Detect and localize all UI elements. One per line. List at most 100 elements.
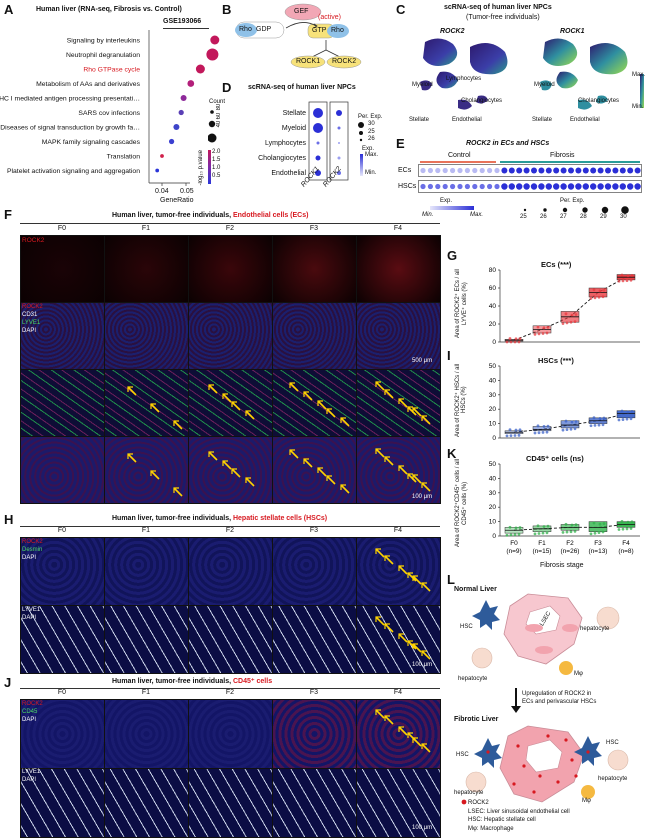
a-xtick-1: 0.04: [155, 188, 169, 195]
micrograph-tile: [356, 369, 441, 437]
arrow-overlay: [127, 386, 183, 430]
chart-point: [620, 520, 624, 523]
e-dot: [435, 183, 441, 190]
e-dot: [560, 167, 567, 174]
arrow-icon: [375, 709, 385, 719]
e-dot: [627, 167, 634, 174]
arrow-head-icon: [340, 484, 346, 490]
l-legend: ROCK2 LSEC: Liver sinusoidal endothelial…: [468, 799, 570, 833]
chart-point: [621, 279, 625, 283]
j-title: Human liver, tumor-free individuals, CD4…: [112, 677, 272, 685]
chart-point: [589, 532, 593, 536]
c-subtitle: (Tumor-free individuals): [466, 14, 540, 21]
j-title-prefix: Human liver, tumor-free individuals,: [112, 678, 233, 685]
e-dot: [545, 167, 552, 174]
e-dot: [516, 167, 523, 174]
d-legend-title: Per. Exp.: [358, 114, 383, 120]
normal-liver-group: [471, 593, 620, 675]
chart-point: [542, 326, 546, 330]
e-dot: [420, 167, 426, 174]
micrograph-tile: [188, 699, 273, 769]
arrow-head-icon: [375, 709, 381, 715]
arrow-overlay: [289, 449, 350, 494]
chart-point: [625, 527, 629, 531]
h-title: Human liver, tumor-free individuals, Hep…: [112, 515, 327, 522]
chart-point: [561, 428, 565, 432]
chart-point: [536, 524, 540, 528]
arrow-icon: [289, 382, 299, 392]
chart-ytick-label: 0: [492, 533, 496, 540]
d-exp-title: Exp.: [362, 146, 375, 152]
chart-point: [546, 524, 550, 528]
e-dot: [545, 183, 552, 190]
panel-label-c: C: [396, 2, 406, 17]
chart-point: [625, 417, 629, 421]
panel-label-e: E: [396, 136, 405, 151]
b-gef: GEF: [294, 8, 309, 15]
panel-label-a: A: [4, 2, 14, 17]
arrow-icon: [398, 398, 408, 408]
chart-n-label: (n=13): [589, 548, 608, 555]
arrow-icon: [317, 400, 327, 410]
arrow-icon: [173, 487, 183, 497]
chart-point: [598, 289, 602, 293]
e-dot: [523, 183, 530, 190]
chart-point: [626, 410, 630, 414]
arrow-icon: [150, 470, 160, 480]
c-label-lymphocytes: Lymphocytes: [446, 76, 482, 82]
arrow-icon: [407, 473, 417, 483]
chart-point: [509, 533, 513, 537]
a-legend-p-20: 2.0: [212, 149, 221, 155]
chart-point: [573, 529, 577, 533]
d-exp-max: Max.: [365, 152, 379, 158]
chart-point: [513, 340, 517, 344]
c-label-cholangiocytes: Cholangiocytes: [461, 98, 503, 104]
e-dot: [420, 183, 426, 190]
micrograph-tile: [104, 605, 189, 674]
arrow-head-icon: [231, 401, 237, 407]
chart-point: [533, 332, 537, 336]
e-dot: [442, 183, 448, 190]
h-row2-lyve1: LYVE1: [22, 607, 41, 613]
arrow-head-icon: [317, 400, 323, 406]
micrograph-tile: [104, 369, 189, 437]
micrograph-tile: [20, 436, 105, 504]
panel-label-h: H: [4, 512, 14, 527]
chart-trend-line: [513, 276, 627, 341]
l-hsc-3: HSC: [606, 740, 619, 746]
d-legend-dots: [358, 122, 364, 142]
a-dot: [210, 35, 220, 45]
l-hepatocyte-4: hepatocyte: [454, 790, 484, 796]
chart-point: [574, 313, 578, 316]
d-row-cholangiocytes: Cholangiocytes: [258, 155, 306, 162]
arrow-head-icon: [303, 458, 309, 464]
arrow-head-icon: [340, 417, 346, 423]
panel-b-diagram: [235, 3, 362, 69]
chart-ytick-label: 40: [489, 377, 497, 384]
f-title: Human liver, tumor-free individuals, End…: [112, 212, 308, 219]
arrow-head-icon: [375, 381, 381, 387]
e-dot: [553, 183, 560, 190]
a-term-label: Rho GTPase cycle: [83, 67, 140, 74]
a-term-label: Neutrophil degranulation: [66, 52, 140, 59]
chart-point: [565, 321, 569, 325]
chart-point: [574, 523, 578, 527]
chart-point: [565, 530, 569, 534]
c-left-gene: ROCK2: [440, 28, 465, 35]
e-row-ecs: ECs: [398, 167, 412, 174]
e-dot: [479, 183, 485, 190]
l-mphi-2: Mφ: [582, 798, 591, 804]
chart-point: [541, 531, 545, 535]
arrow-head-icon: [421, 650, 427, 656]
arrow-overlay: [375, 381, 431, 425]
arrow-head-icon: [421, 743, 427, 749]
chart-xtick-label: F1: [538, 540, 546, 547]
e-dot: [457, 167, 463, 174]
chart-point: [546, 326, 550, 329]
e-exp-title: Exp.: [440, 198, 453, 204]
j-stage-f3: F3: [309, 689, 319, 696]
arrow-icon: [375, 548, 385, 558]
arrow-head-icon: [150, 403, 156, 409]
arrow-icon: [421, 582, 431, 592]
chart-point: [545, 531, 549, 535]
